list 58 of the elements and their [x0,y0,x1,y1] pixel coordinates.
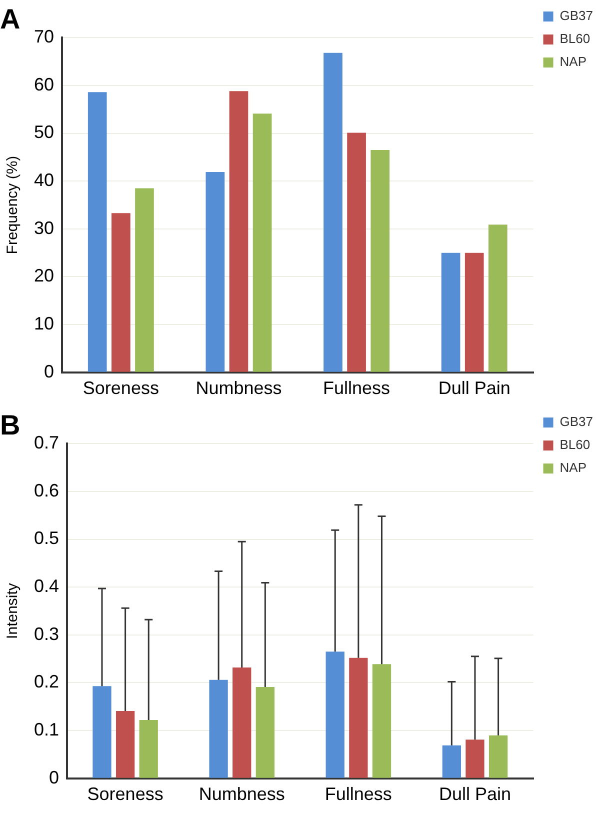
x-tick-label: Numbness [198,784,285,804]
bar [488,224,508,372]
y-tick-label: 60 [34,74,54,94]
bar [209,680,228,778]
y-tick-label: 70 [34,26,54,47]
y-axis-title: Intensity [4,582,22,639]
bar [92,686,112,778]
y-axis-title: Frequency (%) [4,156,22,254]
x-tick-label: Soreness [82,378,159,398]
bar [466,740,484,778]
y-tick-label: 10 [34,314,54,334]
bar [349,658,368,778]
x-tick-label: Soreness [87,784,164,804]
bar [347,132,366,372]
y-tick-label: 0.7 [34,432,60,453]
y-tick-label: 0.2 [34,672,60,692]
y-tick-label: 50 [34,122,54,142]
legend-label: BL60 [560,31,590,46]
bar [326,652,344,778]
bar [88,92,107,372]
bar [139,720,158,778]
legend-label: NAP [560,460,586,476]
x-tick-label: Numbness [196,378,282,398]
y-tick-label: 0.5 [34,528,60,548]
bar [232,667,252,778]
legend-label: NAP [560,54,586,70]
y-tick-label: 0 [44,361,54,382]
bar [372,664,392,778]
y-tick-label: 30 [34,218,54,238]
bar [112,213,130,372]
y-tick-label: 0 [49,767,60,788]
y-tick-label: 0.3 [34,624,60,644]
y-tick-label: 40 [34,170,54,190]
bar [135,188,154,372]
bar [442,745,461,778]
legend-label: GB37 [560,8,594,24]
bar [324,52,342,372]
bar [464,252,484,372]
y-tick-label: 20 [34,266,54,286]
legend-label: GB37 [560,414,594,430]
bar [488,735,508,778]
bar [441,252,460,372]
y-tick-label: 0.6 [34,480,60,500]
chart-title: B [0,410,20,441]
bar [116,710,135,778]
y-tick-label: 0.4 [34,576,60,596]
x-tick-label: Dull Pain [438,784,511,804]
y-tick-label: 0.1 [34,720,60,740]
chart-title: A [0,4,20,35]
bar [256,687,274,778]
bar [206,172,225,372]
x-tick-label: Fullness [323,378,390,398]
x-tick-label: Fullness [324,784,392,804]
bar [370,150,390,372]
bar [229,91,248,372]
legend-label: BL60 [560,437,590,452]
bar [252,114,272,372]
x-tick-label: Dull Pain [438,378,510,398]
